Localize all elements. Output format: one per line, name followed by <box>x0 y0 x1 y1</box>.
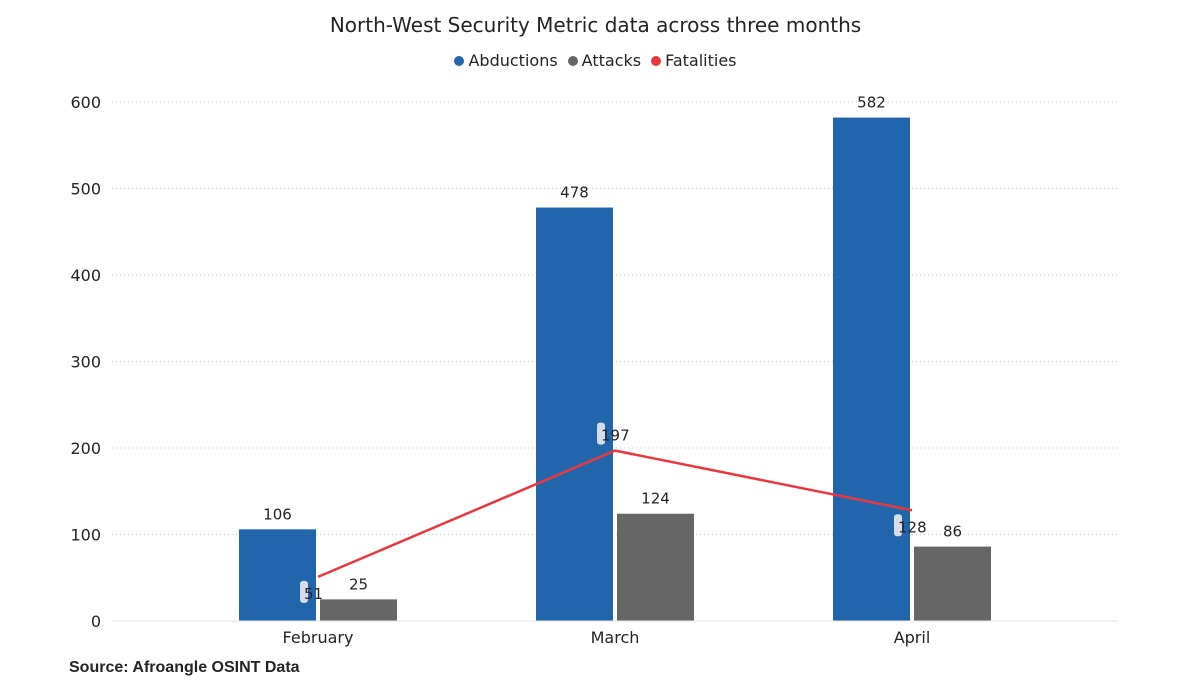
y-tick-label: 300 <box>70 353 101 372</box>
data-label-attacks: 25 <box>349 575 368 593</box>
bar-attacks <box>617 513 694 621</box>
data-label-abductions: 478 <box>560 184 589 202</box>
legend: Abductions Attacks Fatalities <box>0 51 1191 70</box>
x-tick-label: March <box>591 628 640 647</box>
y-tick-label: 500 <box>70 180 101 199</box>
chart-title: North-West Security Metric data across t… <box>329 13 862 37</box>
legend-item-abductions[interactable]: Abductions <box>454 51 558 70</box>
bar-attacks <box>914 546 991 621</box>
data-label-abductions: 106 <box>263 505 292 523</box>
data-label-attacks: 124 <box>641 490 670 508</box>
y-tick-label: 200 <box>70 439 101 458</box>
data-label-attacks: 86 <box>943 523 962 541</box>
legend-label-fatalities: Fatalities <box>665 51 737 70</box>
legend-item-attacks[interactable]: Attacks <box>567 51 642 70</box>
legend-marker-fatalities <box>651 55 662 66</box>
data-label-abductions: 582 <box>857 94 886 112</box>
legend-marker-attacks <box>567 55 578 66</box>
source-note: Source: Afroangle OSINT Data <box>69 659 300 676</box>
label-box-fatalities <box>300 580 308 603</box>
data-label-fatalities: 128 <box>898 518 927 536</box>
data-label-fatalities: 197 <box>601 427 630 445</box>
bar-abductions <box>239 529 316 621</box>
legend-label-abductions: Abductions <box>468 51 558 70</box>
legend-item-fatalities[interactable]: Fatalities <box>651 51 737 70</box>
bar-attacks <box>320 599 397 621</box>
x-tick-label: February <box>283 628 354 647</box>
legend-label-attacks: Attacks <box>581 51 642 70</box>
x-tick-label: April <box>894 628 931 647</box>
label-box-fatalities <box>597 422 605 445</box>
legend-marker-abductions <box>454 55 465 66</box>
bar-abductions <box>833 117 910 621</box>
y-tick-label: 600 <box>70 93 101 112</box>
line-fatalities <box>317 449 913 579</box>
y-tick-label: 100 <box>70 526 101 545</box>
data-label-fatalities: 51 <box>304 585 323 603</box>
bar-abductions <box>536 207 613 621</box>
label-box-fatalities <box>894 514 902 537</box>
y-tick-label: 400 <box>70 266 101 285</box>
y-tick-label: 0 <box>91 612 101 631</box>
